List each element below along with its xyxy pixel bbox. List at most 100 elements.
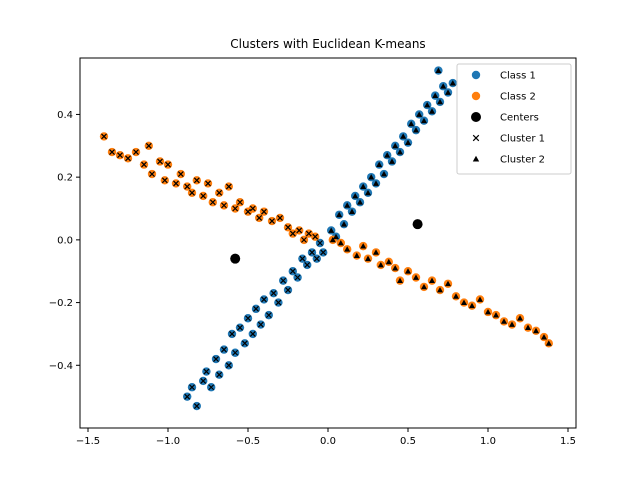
cluster2-marker-0-45 <box>381 171 387 177</box>
cluster1-marker-0-3-stroke <box>200 378 207 384</box>
y-tick-label-2: 0.0 <box>57 235 73 246</box>
cluster1-marker-0-10 <box>229 331 235 337</box>
cluster2-marker-1-62 <box>525 324 531 331</box>
cluster2-marker-0-38 <box>352 192 359 199</box>
cluster1-marker-1-31-stroke <box>289 230 296 237</box>
cluster1-marker-1-26 <box>256 214 263 221</box>
cluster2-marker-1-57 <box>485 308 491 315</box>
cluster1-marker-1-5-stroke <box>141 161 147 168</box>
cluster1-marker-1-10-stroke <box>165 161 171 168</box>
legend-marker-1 <box>471 91 481 101</box>
cluster2-marker-0-37 <box>349 208 355 215</box>
cluster1-marker-1-20 <box>221 202 227 209</box>
cluster1-marker-0-5-stroke <box>208 384 215 391</box>
x-tick-label-5: 1.0 <box>480 436 496 447</box>
cluster1-marker-0-21-stroke <box>275 299 282 306</box>
cluster1-marker-0-12 <box>237 324 243 331</box>
cluster1-marker-0-6 <box>213 356 219 362</box>
cluster2-marker-1-38 <box>344 246 351 252</box>
cluster2-marker-0-32 <box>328 227 335 233</box>
cluster2-marker-0-58 <box>432 92 439 99</box>
legend-marker-4 <box>472 155 480 162</box>
cluster1-marker-1-15 <box>193 177 200 184</box>
cluster1-marker-1-16-stroke <box>200 193 207 199</box>
cluster2-marker-0-51 <box>405 139 411 146</box>
legend-marker-2 <box>471 112 481 122</box>
cluster1-marker-1-26-stroke <box>256 214 263 221</box>
cluster1-marker-1-13 <box>184 183 191 190</box>
cluster1-marker-1-24-stroke <box>245 208 251 215</box>
cluster1-marker-1-7 <box>149 171 155 177</box>
cluster1-marker-1-3 <box>125 155 131 162</box>
cluster2-marker-1-36 <box>329 236 336 243</box>
cluster2-marker-1-50 <box>429 277 435 284</box>
cluster1-marker-0-0-stroke <box>184 393 191 400</box>
cluster1-marker-1-2-stroke <box>117 152 123 159</box>
cluster1-marker-1-0 <box>101 133 107 140</box>
legend-marker-3 <box>472 134 480 142</box>
cluster1-marker-1-27 <box>261 208 267 215</box>
cluster1-marker-0-30-stroke <box>317 240 323 246</box>
cluster1-marker-0-13 <box>241 340 248 347</box>
cluster1-marker-1-12-stroke <box>177 171 184 177</box>
cluster1-marker-0-19-stroke <box>265 312 272 319</box>
cluster2-marker-0-49 <box>397 149 403 155</box>
cluster1-marker-1-25 <box>249 205 256 212</box>
cluster1-marker-0-8 <box>221 346 227 353</box>
chart-title: Clusters with Euclidean K-means <box>230 37 425 51</box>
cluster1-marker-0-9-stroke <box>225 362 232 369</box>
cluster1-marker-0-4 <box>203 368 210 375</box>
cluster1-marker-1-34 <box>305 230 312 237</box>
cluster1-marker-1-6 <box>145 142 152 149</box>
cluster1-marker-0-2 <box>193 403 200 409</box>
cluster1-marker-1-22-stroke <box>232 205 239 212</box>
cluster1-marker-0-26-stroke <box>299 255 306 262</box>
cluster2-marker-1-56 <box>477 296 483 302</box>
cluster2-marker-1-37 <box>337 240 344 246</box>
cluster2-marker-0-42 <box>368 174 375 180</box>
cluster1-marker-1-35-stroke <box>312 233 319 240</box>
x-tick-label-2: −0.5 <box>236 436 260 447</box>
cluster2-marker-1-52 <box>445 280 451 287</box>
cluster1-marker-0-31-stroke <box>320 249 327 256</box>
cluster1-marker-0-11-stroke <box>232 349 239 356</box>
cluster1-marker-0-10-stroke <box>229 331 235 337</box>
cluster1-marker-0-20 <box>270 290 277 297</box>
cluster2-marker-0-53 <box>413 127 419 133</box>
cluster2-marker-1-55 <box>469 302 475 309</box>
cluster1-marker-0-31 <box>320 249 327 256</box>
cluster1-marker-0-11 <box>232 349 239 356</box>
cluster1-marker-1-29-stroke <box>277 214 283 221</box>
center-2 <box>412 219 423 230</box>
legend-label-1: Class 2 <box>500 92 536 103</box>
cluster1-marker-0-26 <box>299 255 306 262</box>
cluster1-marker-1-25-stroke <box>249 205 256 212</box>
cluster2-marker-1-47 <box>405 268 411 274</box>
y-tick-label-0: −0.4 <box>49 361 73 372</box>
cluster1-marker-0-2-stroke <box>193 403 200 409</box>
cluster1-marker-1-18-stroke <box>209 199 216 206</box>
cluster1-marker-1-22 <box>232 205 239 212</box>
cluster1-marker-0-14-stroke <box>245 315 251 322</box>
cluster1-marker-0-25 <box>294 274 301 281</box>
cluster1-marker-0-0 <box>184 393 191 400</box>
cluster2-marker-1-39 <box>353 252 360 258</box>
cluster1-marker-1-14-stroke <box>189 189 195 196</box>
cluster2-marker-1-42 <box>373 249 379 255</box>
cluster1-marker-0-12-stroke <box>237 324 243 331</box>
cluster1-marker-1-9 <box>161 177 168 184</box>
cluster2-marker-0-34 <box>336 211 343 218</box>
cluster1-marker-0-5 <box>208 384 215 391</box>
cluster2-marker-0-57 <box>429 108 435 114</box>
legend-label-3: Cluster 1 <box>500 134 545 145</box>
x-axis: −1.5 −1.0 −0.5 0.0 0.5 1.0 1.5 <box>76 428 576 447</box>
cluster2-marker-1-63 <box>533 327 539 334</box>
cluster1-marker-1-15-stroke <box>193 177 200 184</box>
cluster2-marker-0-61 <box>445 89 451 95</box>
x-tick-label-0: −1.5 <box>76 436 100 447</box>
cluster2-marker-1-45 <box>392 265 399 271</box>
cluster1-marker-0-24-stroke <box>289 268 296 275</box>
cluster1-marker-0-20-stroke <box>270 290 277 297</box>
cluster1-marker-1-13-stroke <box>184 183 191 190</box>
y-axis: −0.4 −0.2 0.0 0.2 0.4 <box>49 110 80 372</box>
